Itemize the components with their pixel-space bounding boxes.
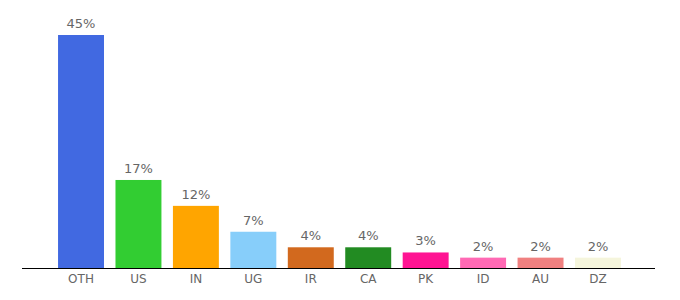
tick-label: OTH <box>68 272 94 286</box>
tick-label: AU <box>532 272 549 286</box>
chart: 45% 17% 12% 7% 4% 4% 3% 2% 2% 2% OTH US IN UG IR CA PK ID… <box>0 0 680 300</box>
data-labels: 45% 17% 12% 7% 4% 4% 3% 2% 2% 2% <box>67 16 609 254</box>
tick: DZ <box>589 268 606 286</box>
tick: US <box>130 268 146 286</box>
axis-line <box>22 268 655 269</box>
data-label: 2% <box>530 239 551 254</box>
bar <box>173 206 219 268</box>
tick-label: ID <box>477 272 490 286</box>
tick: UG <box>244 268 262 286</box>
bar <box>460 258 506 268</box>
tick-label: IN <box>190 272 203 286</box>
tick-label: US <box>130 272 146 286</box>
data-label: 2% <box>588 239 609 254</box>
data-label: 45% <box>67 16 96 31</box>
tick: CA <box>360 268 377 286</box>
tick: ID <box>477 268 490 286</box>
x-axis: OTH US IN UG IR CA PK ID AU DZ <box>22 268 655 286</box>
bar <box>345 247 391 268</box>
tick-label: CA <box>360 272 377 286</box>
tick: OTH <box>68 268 94 286</box>
data-label: 3% <box>415 233 436 248</box>
bar <box>230 232 276 268</box>
data-label: 2% <box>473 239 494 254</box>
data-label: 12% <box>181 187 210 202</box>
tick-label: UG <box>244 272 262 286</box>
data-label: 4% <box>358 228 379 243</box>
tick-label: IR <box>305 272 317 286</box>
data-label: 4% <box>300 228 321 243</box>
bar <box>115 180 161 268</box>
data-label: 7% <box>243 213 264 228</box>
tick: IR <box>305 268 317 286</box>
tick: IN <box>190 268 203 286</box>
bar <box>575 258 621 268</box>
data-label: 17% <box>124 161 153 176</box>
bars <box>58 35 621 268</box>
bar <box>518 258 564 268</box>
tick: PK <box>418 268 434 286</box>
bar <box>403 252 449 268</box>
bar <box>288 247 334 268</box>
bar <box>58 35 104 268</box>
tick-label: PK <box>418 272 434 286</box>
tick: AU <box>532 268 549 286</box>
tick-label: DZ <box>589 272 606 286</box>
